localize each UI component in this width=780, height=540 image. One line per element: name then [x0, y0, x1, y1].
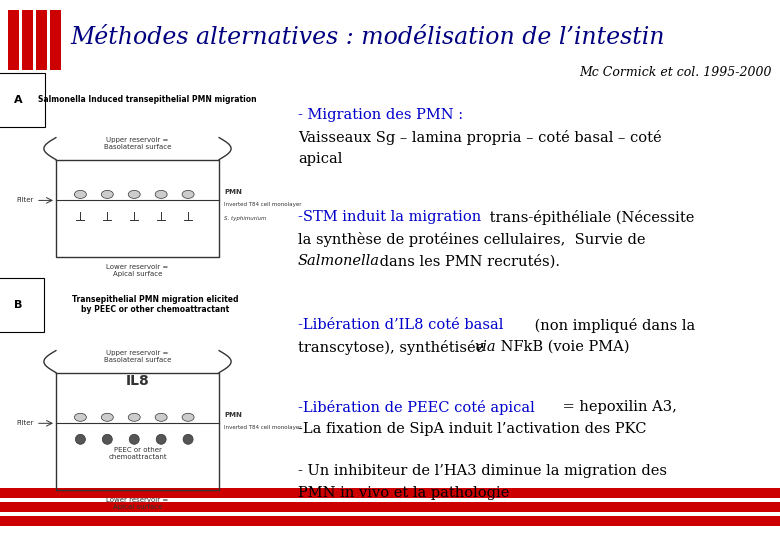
- Text: Filter: Filter: [16, 420, 34, 426]
- Circle shape: [183, 434, 193, 444]
- Bar: [22, 10, 33, 70]
- Ellipse shape: [101, 413, 113, 421]
- Text: Lower reservoir =
Apical surface: Lower reservoir = Apical surface: [106, 264, 168, 277]
- Bar: [50, 10, 61, 70]
- Ellipse shape: [74, 191, 87, 198]
- Text: = hepoxilin A3,: = hepoxilin A3,: [558, 400, 677, 414]
- Text: IL8: IL8: [126, 374, 150, 388]
- Text: - Migration des PMN :: - Migration des PMN :: [298, 108, 463, 122]
- Circle shape: [129, 434, 140, 444]
- Text: transcytose), synthétisée: transcytose), synthétisée: [298, 340, 489, 355]
- Bar: [8, 10, 19, 70]
- Text: PMN in vivo et la pathologie: PMN in vivo et la pathologie: [298, 486, 509, 500]
- Text: -La fixation de SipA induit l’activation des PKC: -La fixation de SipA induit l’activation…: [298, 422, 647, 436]
- Text: (non impliqué dans la: (non impliqué dans la: [530, 318, 695, 333]
- Circle shape: [156, 434, 166, 444]
- Text: apical: apical: [298, 152, 342, 166]
- Text: Upper reservoir =
Basolateral surface: Upper reservoir = Basolateral surface: [104, 350, 171, 363]
- Bar: [0, 516, 780, 526]
- Text: trans-épithéliale (Nécessite: trans-épithéliale (Nécessite: [485, 210, 694, 225]
- Circle shape: [76, 434, 85, 444]
- Text: PEEC or other
chemoattractant: PEEC or other chemoattractant: [108, 447, 167, 460]
- Text: Inverted T84 cell monolayer: Inverted T84 cell monolayer: [224, 426, 302, 430]
- Text: PMN: PMN: [224, 190, 242, 195]
- Text: Filter: Filter: [16, 198, 34, 204]
- Text: Upper reservoir =
Basolateral surface: Upper reservoir = Basolateral surface: [104, 137, 171, 150]
- Text: NFkB (voie PMA): NFkB (voie PMA): [496, 340, 629, 354]
- Text: Vaisseaux Sg – lamina propria – coté basal – coté: Vaisseaux Sg – lamina propria – coté bas…: [298, 130, 661, 145]
- Text: -Libération de PEEC coté apical: -Libération de PEEC coté apical: [298, 400, 535, 415]
- Text: Salmonella Induced transepithelial PMN migration: Salmonella Induced transepithelial PMN m…: [38, 96, 257, 105]
- Ellipse shape: [155, 191, 167, 198]
- Text: -STM induit la migration: -STM induit la migration: [298, 210, 481, 224]
- Bar: [0, 488, 780, 498]
- Text: dans les PMN recrutés).: dans les PMN recrutés).: [375, 254, 560, 268]
- Text: via: via: [474, 340, 495, 354]
- Text: Mc Cormick et col. 1995-2000: Mc Cormick et col. 1995-2000: [580, 65, 772, 78]
- Text: Inverted T84 cell monolayer: Inverted T84 cell monolayer: [224, 202, 302, 207]
- Text: S. typhimurium: S. typhimurium: [224, 217, 267, 221]
- Bar: [36, 10, 47, 70]
- Text: -Libération d’IL8 coté basal: -Libération d’IL8 coté basal: [298, 318, 503, 332]
- Text: Méthodes alternatives : modélisation de l’intestin: Méthodes alternatives : modélisation de …: [70, 26, 665, 50]
- Ellipse shape: [182, 413, 194, 421]
- Text: la synthèse de protéines cellulaires,  Survie de: la synthèse de protéines cellulaires, Su…: [298, 232, 646, 247]
- Text: A: A: [14, 95, 23, 105]
- Text: Lower reservoir =
Apical surface: Lower reservoir = Apical surface: [106, 497, 168, 510]
- Ellipse shape: [101, 191, 113, 198]
- Text: - Un inhibiteur de l’HA3 diminue la migration des: - Un inhibiteur de l’HA3 diminue la migr…: [298, 464, 667, 478]
- Text: Transepithelial PMN migration elicited
by PEEC or other chemoattractant: Transepithelial PMN migration elicited b…: [72, 295, 238, 314]
- Bar: [0, 502, 780, 512]
- Ellipse shape: [155, 413, 167, 421]
- Ellipse shape: [182, 191, 194, 198]
- Ellipse shape: [128, 191, 140, 198]
- Circle shape: [102, 434, 112, 444]
- Text: B: B: [14, 300, 22, 310]
- Ellipse shape: [74, 413, 87, 421]
- Text: PMN: PMN: [224, 413, 242, 418]
- Ellipse shape: [128, 413, 140, 421]
- Text: Salmonella: Salmonella: [298, 254, 380, 268]
